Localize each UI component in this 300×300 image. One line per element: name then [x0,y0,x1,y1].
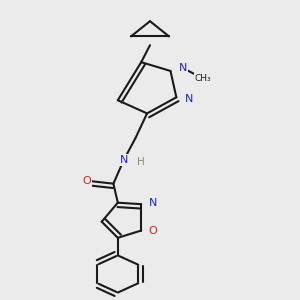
Text: O: O [148,226,157,236]
Text: O: O [83,176,92,186]
Text: CH₃: CH₃ [194,74,211,83]
Text: N: N [119,155,128,165]
Text: H: H [137,157,145,167]
Text: N: N [178,63,187,73]
Text: N: N [149,198,157,208]
Text: N: N [185,94,194,104]
